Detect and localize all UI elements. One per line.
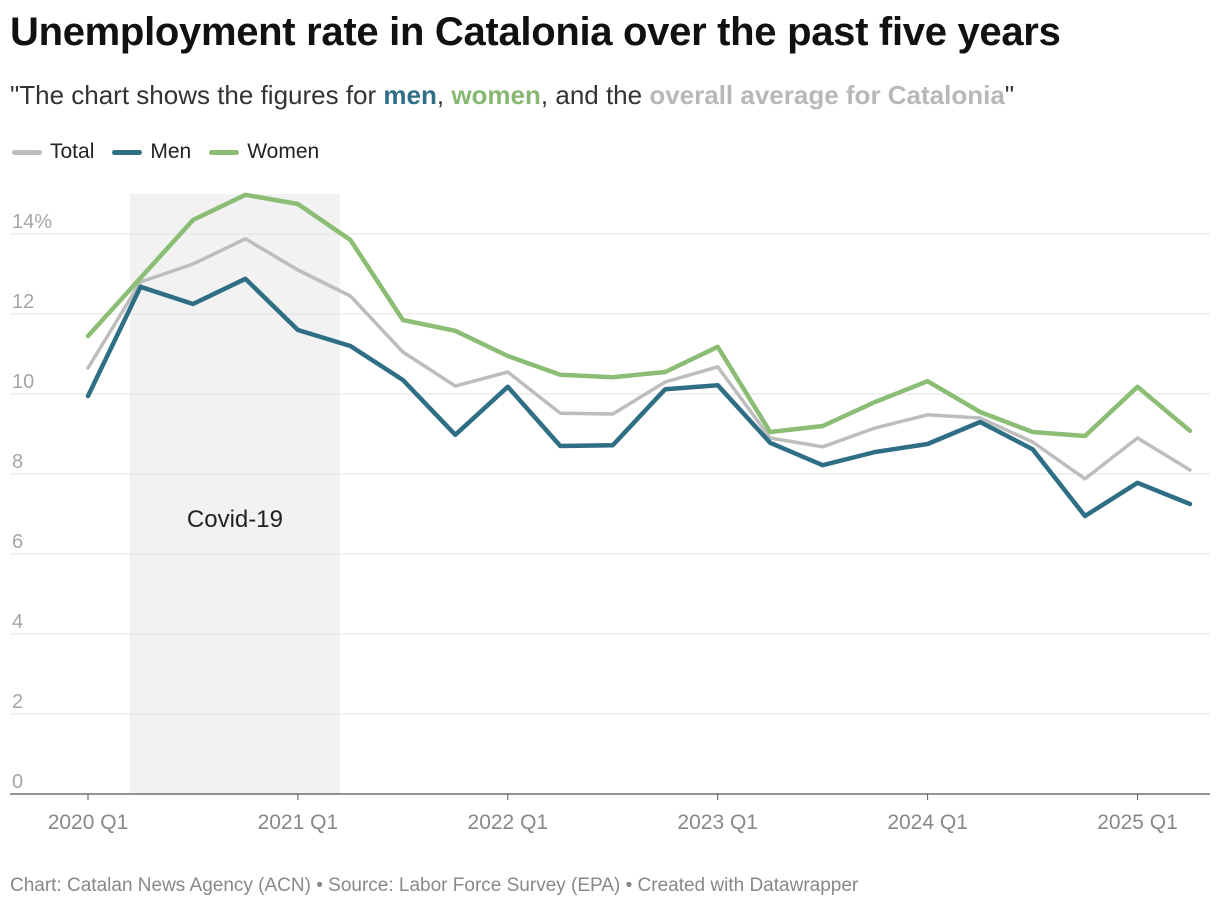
legend-label-total: Total [50,140,95,163]
legend-item-total: Total [12,140,94,164]
series-line-women [85,192,1193,439]
x-tick-label: 2022 Q1 [468,811,549,834]
subtitle-suffix: " [1004,80,1015,110]
y-tick-label: 12 [12,291,34,313]
chart-legend: Total Men Women [12,140,337,164]
subtitle-sep-1: , [436,80,452,110]
series-line-men [85,276,1193,519]
legend-item-women: Women [209,140,319,164]
legend-item-men: Men [112,140,191,164]
legend-label-women: Women [247,140,320,163]
y-tick-label: 4 [12,611,23,633]
y-tick-label: 10 [12,371,34,393]
legend-swatch-women [209,149,240,155]
subtitle-total: overall average for Catalonia [649,80,1005,110]
x-tick-label: 2023 Q1 [677,811,758,834]
x-tick-label: 2020 Q1 [48,811,129,834]
chart-title: Unemployment rate in Catalonia over the … [10,10,1061,54]
y-tick-label: 0 [12,771,23,793]
y-tick-label: 2 [12,691,23,713]
chart-footer: Chart: Catalan News Agency (ACN) • Sourc… [10,875,859,896]
y-tick-label: 14% [12,211,52,233]
legend-swatch-total [12,149,42,155]
subtitle-women: women [451,80,541,110]
subtitle-men: men [383,80,437,110]
legend-swatch-men [112,149,143,155]
subtitle-prefix: "The chart shows the figures for [10,80,384,110]
x-tick-label: 2021 Q1 [258,811,339,834]
x-tick-label: 2024 Q1 [887,811,968,834]
chart-subtitle: "The chart shows the figures for men, wo… [10,80,1014,111]
x-tick-label: 2025 Q1 [1097,811,1178,834]
subtitle-sep-2: , and the [540,80,650,110]
covid-annotation-label: Covid-19 [187,506,283,533]
legend-label-men: Men [150,140,192,163]
y-tick-label: 8 [12,451,23,473]
y-tick-label: 6 [12,531,23,553]
series-line-total [86,237,1192,481]
